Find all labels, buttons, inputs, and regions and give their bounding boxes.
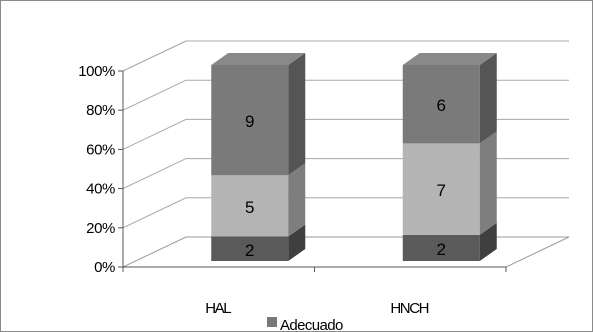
bar-segment-side xyxy=(288,53,306,176)
floor-outline xyxy=(122,236,570,268)
y-tick-label: 100% xyxy=(78,63,115,80)
bar-segment-front xyxy=(211,65,289,176)
legend-swatch xyxy=(267,317,277,327)
bar-segment: 6 xyxy=(402,53,497,144)
legend-label: Adecuado xyxy=(280,317,343,331)
bar-segment: 5 xyxy=(211,163,306,237)
gridlines xyxy=(122,40,569,229)
bar-segment-front xyxy=(402,234,480,261)
y-tick-label: 40% xyxy=(86,181,115,198)
axes xyxy=(118,70,507,272)
bar-segment-front xyxy=(402,65,480,144)
bar-segment-front xyxy=(211,236,289,261)
gridline xyxy=(122,118,569,150)
legend: Adecuado xyxy=(267,317,344,331)
bars: 2 5 9 2 7 6 xyxy=(211,53,497,261)
back-wall-top-edge xyxy=(122,40,569,72)
bar-segment: 2 xyxy=(211,224,306,261)
data-label: 2 xyxy=(437,240,446,259)
bar-segment: 7 xyxy=(402,131,497,235)
data-label: 5 xyxy=(245,198,254,217)
data-label: 7 xyxy=(437,181,446,200)
chart-walls xyxy=(122,40,570,268)
gridline xyxy=(122,40,569,72)
bar-segment: 9 xyxy=(211,53,306,176)
bar-segment: 2 xyxy=(402,222,497,261)
bar-segment-side xyxy=(479,53,497,144)
y-axis-tick-labels: 0% 20% 40% 60% 80% 100% xyxy=(78,63,115,276)
data-label: 9 xyxy=(245,112,254,131)
gridline xyxy=(122,197,569,229)
bar-segment-front xyxy=(402,143,480,235)
y-tick-label: 0% xyxy=(94,259,115,276)
y-tick-label: 20% xyxy=(86,220,115,237)
bar-top-face xyxy=(402,53,497,65)
bar-segment-front xyxy=(211,175,289,237)
gridline xyxy=(122,79,569,111)
y-tick-label: 80% xyxy=(86,102,115,119)
bar-top-face xyxy=(211,53,306,65)
x-category-label: HAL xyxy=(205,300,231,317)
x-category-label: HNCH xyxy=(390,300,428,317)
gridline xyxy=(122,158,569,190)
y-tick-label: 60% xyxy=(86,141,115,158)
bar-stack-hnch: 2 7 6 xyxy=(402,53,497,261)
data-label: 2 xyxy=(245,241,254,260)
bar-stack-hal: 2 5 9 xyxy=(211,53,306,261)
data-label: 6 xyxy=(437,96,446,115)
bar-segment-side xyxy=(288,163,306,237)
bar-segment-side xyxy=(479,222,497,261)
bar-segment-side xyxy=(288,224,306,261)
x-axis-category-labels: HAL HNCH xyxy=(205,300,430,317)
bar-segment-side xyxy=(479,131,497,235)
